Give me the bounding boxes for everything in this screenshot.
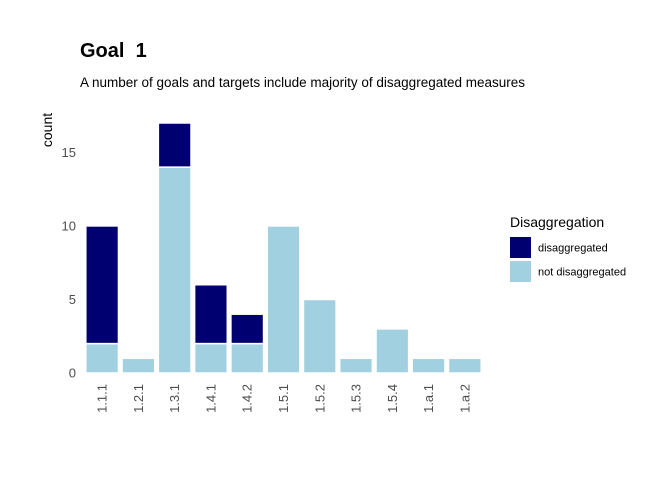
bar-not-disaggregated-1-5-1 (266, 225, 301, 374)
x-tick-label-1-5-1: 1.5.1 (276, 384, 291, 413)
legend-label-disaggregated: disaggregated (538, 243, 608, 255)
x-tick-label-1-5-2: 1.5.2 (312, 384, 327, 413)
x-tick-label-1-1-1: 1.1.1 (95, 384, 110, 413)
x-tick-label-1-a-2: 1.a.2 (457, 384, 472, 413)
bar-disaggregated-1-4-2 (230, 313, 265, 345)
legend-key-disaggregated (510, 237, 531, 258)
bar-disaggregated-1-1-1 (85, 225, 120, 345)
chart-subtitle: A number of goals and targets include ma… (80, 75, 525, 90)
bar-disaggregated-1-3-1 (157, 122, 192, 168)
plot-area: 0 5 10 15 1.1.1 1.2.1 1.3.1 1.4.1 1.4.2 1.5.1 1.5.… (62, 122, 482, 413)
x-tick-label-1-a-1: 1.a.1 (421, 384, 436, 413)
y-tick-label-0: 0 (69, 366, 76, 381)
x-tick-label-1-5-3: 1.5.3 (349, 384, 364, 413)
y-axis-label: count (39, 113, 55, 147)
x-tick-label-1-3-1: 1.3.1 (167, 384, 182, 413)
x-tick-label-1-4-2: 1.4.2 (240, 384, 255, 413)
bar-not-disaggregated-1-a-1 (411, 357, 446, 374)
bar-not-disaggregated-1-3-1 (157, 166, 192, 374)
y-tick-label-10: 10 (62, 218, 76, 233)
bar-not-disaggregated-1-a-2 (447, 357, 482, 374)
bar-disaggregated-1-4-1 (193, 284, 229, 345)
chart-title: Goal 1 (80, 40, 147, 62)
y-tick-label-5: 5 (69, 292, 76, 307)
bar-not-disaggregated-1-5-3 (338, 357, 374, 374)
bar-not-disaggregated-1-5-4 (375, 328, 410, 374)
legend: Disaggregation disaggregated not disaggre… (510, 214, 626, 282)
x-tick-label-1-4-1: 1.4.1 (203, 384, 218, 413)
legend-title: Disaggregation (510, 214, 604, 230)
legend-label-not-disaggregated: not disaggregated (538, 267, 626, 279)
bar-not-disaggregated-1-4-1 (193, 342, 229, 374)
bar-not-disaggregated-1-2-1 (121, 357, 156, 374)
bar-not-disaggregated-1-4-2 (230, 342, 265, 374)
bar-not-disaggregated-1-1-1 (85, 342, 120, 374)
bar-not-disaggregated-1-5-2 (302, 298, 337, 374)
x-tick-label-1-5-4: 1.5.4 (385, 384, 400, 413)
legend-key-not-disaggregated (510, 261, 531, 282)
x-tick-label-1-2-1: 1.2.1 (131, 384, 146, 413)
y-tick-label-15: 15 (62, 145, 76, 160)
